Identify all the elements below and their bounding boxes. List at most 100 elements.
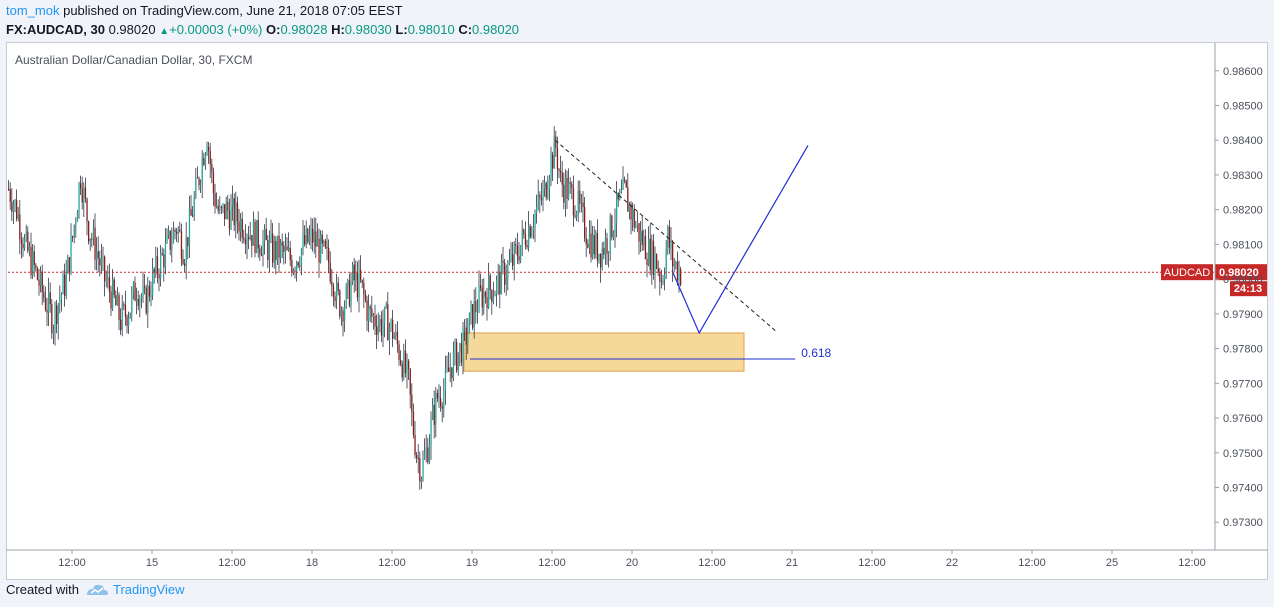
candle-up bbox=[395, 331, 397, 337]
time-tick-label: 12:00 bbox=[698, 557, 726, 569]
candle-up bbox=[60, 294, 63, 300]
candle-down bbox=[8, 188, 10, 190]
candle-down bbox=[156, 256, 159, 275]
candle-up bbox=[473, 301, 475, 328]
up-triangle-icon: ▲ bbox=[159, 26, 170, 37]
candle-up bbox=[576, 212, 578, 217]
candle-up bbox=[635, 225, 637, 228]
candle-up bbox=[262, 240, 264, 256]
candle-down bbox=[659, 271, 661, 282]
candle-up bbox=[75, 221, 77, 226]
tradingview-link[interactable]: TradingView bbox=[85, 582, 185, 597]
candle-up bbox=[670, 242, 672, 248]
candle-down bbox=[585, 237, 587, 245]
time-tick-label: 21 bbox=[786, 557, 798, 569]
candle-down bbox=[267, 240, 269, 261]
candle-up bbox=[497, 272, 499, 280]
candle-down bbox=[572, 188, 575, 216]
candle-up bbox=[216, 205, 218, 207]
candle-down bbox=[353, 264, 355, 281]
candle-up bbox=[172, 230, 175, 243]
support-zone-box bbox=[463, 332, 745, 372]
price-tick-label: 0.97800 bbox=[1223, 344, 1263, 356]
candle-down bbox=[299, 265, 301, 267]
candle-up bbox=[420, 478, 423, 482]
candle-up bbox=[235, 202, 237, 225]
last-price: 0.98020 bbox=[108, 22, 156, 37]
candle-down bbox=[328, 247, 330, 263]
candle-down bbox=[486, 297, 488, 308]
candle-up bbox=[32, 251, 34, 276]
price-tick-label: 0.97400 bbox=[1223, 482, 1263, 494]
candle-up bbox=[612, 232, 615, 238]
candle-up bbox=[564, 177, 567, 203]
candle-up bbox=[128, 317, 130, 326]
candle-up bbox=[520, 245, 522, 261]
candle-down bbox=[396, 331, 399, 345]
candle-up bbox=[280, 242, 282, 258]
candle-up bbox=[129, 312, 131, 318]
candle-down bbox=[257, 220, 259, 249]
candle-up bbox=[24, 238, 26, 249]
candle-up bbox=[352, 264, 354, 283]
candle-up bbox=[105, 280, 107, 282]
candle-down bbox=[416, 455, 418, 458]
candle-down bbox=[376, 326, 378, 335]
candle-down bbox=[556, 147, 559, 170]
candle-up bbox=[350, 282, 352, 306]
candle-up bbox=[73, 225, 75, 238]
candle-down bbox=[627, 187, 629, 212]
candle-down bbox=[584, 207, 586, 238]
candle-down bbox=[606, 238, 608, 254]
candle-down bbox=[169, 230, 171, 250]
candle-down bbox=[332, 286, 335, 297]
price-tick-label: 0.98200 bbox=[1223, 205, 1263, 217]
candle-down bbox=[161, 253, 163, 255]
candle-up bbox=[268, 239, 271, 261]
author-link[interactable]: tom_mok bbox=[6, 3, 60, 18]
candle-down bbox=[291, 260, 293, 273]
candle-up bbox=[384, 306, 386, 325]
candle-up bbox=[100, 258, 103, 266]
candle-down bbox=[209, 151, 211, 165]
candle-down bbox=[41, 271, 43, 293]
candle-down bbox=[281, 242, 283, 246]
candle-down bbox=[81, 188, 83, 203]
time-tick-label: 25 bbox=[1106, 557, 1118, 569]
candle-down bbox=[115, 295, 117, 306]
candle-up bbox=[65, 273, 67, 296]
candle-up bbox=[428, 444, 431, 463]
candle-down bbox=[272, 233, 274, 263]
high-label: H: bbox=[331, 22, 345, 37]
candle-down bbox=[582, 202, 584, 208]
candle-down bbox=[603, 247, 605, 255]
candle-down bbox=[158, 274, 160, 279]
candle-up bbox=[444, 369, 447, 392]
candle-up bbox=[496, 279, 498, 294]
candle-up bbox=[425, 447, 427, 453]
candle-up bbox=[553, 136, 555, 169]
candle-down bbox=[441, 406, 443, 409]
candle-up bbox=[476, 311, 479, 313]
candle-down bbox=[9, 189, 11, 202]
candle-up bbox=[678, 269, 680, 281]
candle-up bbox=[393, 336, 395, 339]
fib-level-label: 0.618 bbox=[801, 346, 831, 360]
candle-up bbox=[284, 246, 287, 252]
chart-panel[interactable] bbox=[6, 42, 1268, 580]
candle-up bbox=[438, 398, 440, 400]
candle-up bbox=[222, 204, 224, 207]
candle-down bbox=[198, 178, 200, 186]
candle-up bbox=[468, 312, 471, 334]
candle-up bbox=[177, 229, 179, 234]
candle-up bbox=[310, 228, 312, 236]
candle-up bbox=[256, 220, 258, 253]
candle-down bbox=[251, 235, 253, 246]
candle-up bbox=[500, 261, 503, 295]
candle-down bbox=[120, 319, 122, 331]
candle-down bbox=[475, 301, 477, 313]
candle-down bbox=[259, 248, 261, 254]
candle-up bbox=[544, 183, 546, 189]
candle-down bbox=[182, 258, 184, 264]
